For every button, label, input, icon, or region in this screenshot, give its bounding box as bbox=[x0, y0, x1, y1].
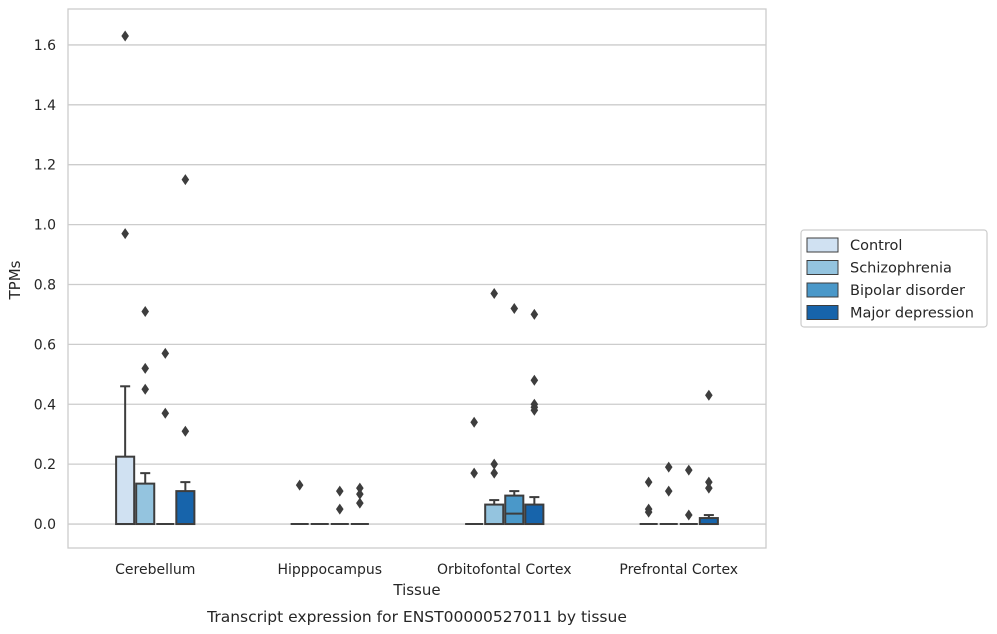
outlier-point bbox=[161, 347, 170, 359]
outlier-point bbox=[644, 476, 653, 488]
outlier-point bbox=[530, 374, 539, 386]
box-bipolar-disorder bbox=[679, 464, 698, 526]
chart-caption: Transcript expression for ENST0000052701… bbox=[206, 608, 627, 626]
box bbox=[484, 503, 505, 526]
box bbox=[115, 455, 136, 526]
legend-label: Schizophrenia bbox=[850, 261, 952, 277]
outlier-point bbox=[664, 461, 673, 473]
box-groups bbox=[115, 30, 719, 526]
box-schizophrenia bbox=[135, 305, 156, 526]
outlier-point bbox=[705, 476, 713, 488]
y-tick-label: 0.4 bbox=[34, 397, 56, 413]
legend-frame bbox=[800, 229, 988, 328]
y-tick-labels: 0.0 0.2 0.4 0.6 0.8 1.0 1.2 1.4 1.6 bbox=[34, 38, 56, 533]
outlier-point bbox=[161, 407, 170, 419]
legend-swatch bbox=[806, 260, 839, 275]
outlier-point bbox=[490, 287, 499, 299]
box-control bbox=[115, 30, 136, 526]
legend-label: Control bbox=[850, 238, 902, 254]
outlier-point bbox=[356, 488, 364, 500]
outlier-point bbox=[335, 503, 344, 515]
outlier-point bbox=[684, 464, 693, 476]
outlier-point bbox=[470, 416, 478, 428]
box-schizophrenia bbox=[659, 461, 678, 526]
outlier-point bbox=[295, 479, 304, 491]
outlier-point bbox=[356, 482, 364, 494]
y-tick-label: 1.4 bbox=[34, 98, 56, 114]
x-tick-labels: Cerebellum Hipppocampus Orbitofontal Corte… bbox=[115, 562, 738, 578]
box-control bbox=[290, 479, 309, 526]
box-control bbox=[639, 476, 658, 526]
outlier-point bbox=[121, 30, 129, 42]
box-major-depression bbox=[350, 482, 369, 526]
y-tick-label: 0.0 bbox=[34, 517, 56, 533]
x-axis-label: Tissue bbox=[392, 581, 440, 599]
outlier-point bbox=[644, 506, 653, 518]
outlier-point bbox=[530, 404, 539, 416]
outlier-point bbox=[490, 467, 499, 479]
outlier-point bbox=[181, 425, 190, 437]
outlier-point bbox=[141, 383, 150, 395]
box bbox=[504, 494, 525, 526]
plot-background bbox=[68, 9, 766, 548]
outlier-point bbox=[181, 174, 190, 186]
box-major-depression bbox=[175, 174, 196, 526]
box bbox=[175, 490, 196, 526]
outlier-point bbox=[684, 509, 693, 521]
legend-label: Major depression bbox=[850, 306, 974, 322]
box-bipolar-disorder bbox=[156, 347, 175, 526]
plot-frame bbox=[67, 8, 767, 549]
outlier-point bbox=[705, 482, 713, 494]
grid-lines bbox=[68, 44, 766, 525]
box-major-depression bbox=[698, 389, 719, 526]
box-major-depression bbox=[524, 308, 545, 526]
outlier-point bbox=[470, 467, 478, 479]
y-tick-label: 0.6 bbox=[34, 337, 56, 353]
outlier-point bbox=[705, 389, 713, 401]
box bbox=[135, 482, 156, 526]
box-bipolar-disorder bbox=[504, 302, 525, 526]
outlier-point bbox=[121, 228, 129, 240]
box bbox=[524, 503, 545, 526]
outlier-point bbox=[335, 485, 344, 497]
outlier-point bbox=[141, 305, 150, 317]
legend-swatch bbox=[806, 305, 839, 320]
y-tick-label: 1.6 bbox=[34, 38, 56, 54]
outlier-point bbox=[510, 302, 519, 314]
box-bipolar-disorder bbox=[330, 485, 349, 526]
legend-swatch bbox=[806, 282, 839, 298]
y-tick-label: 0.8 bbox=[34, 277, 56, 293]
y-tick-label: 1.2 bbox=[34, 158, 56, 174]
y-tick-label: 1.0 bbox=[34, 218, 56, 234]
outlier-point bbox=[356, 497, 364, 509]
box-schizophrenia bbox=[484, 287, 505, 526]
x-tick-label: Prefrontal Cortex bbox=[619, 562, 738, 578]
y-tick-label: 0.2 bbox=[34, 457, 56, 473]
legend: Control Schizophrenia Bipolar disorder Majo… bbox=[800, 229, 988, 328]
y-axis-label: TPMs bbox=[6, 260, 24, 300]
outlier-point bbox=[664, 485, 673, 497]
x-tick-label: Cerebellum bbox=[115, 562, 195, 578]
x-tick-label: Hipppocampus bbox=[277, 562, 382, 578]
outlier-point bbox=[490, 458, 499, 470]
outlier-point bbox=[141, 362, 150, 374]
outlier-point bbox=[530, 308, 539, 320]
legend-swatch bbox=[806, 237, 839, 253]
x-tick-label: Orbitofontal Cortex bbox=[437, 562, 572, 578]
box-control bbox=[465, 416, 484, 526]
legend-label: Bipolar disorder bbox=[850, 283, 965, 299]
